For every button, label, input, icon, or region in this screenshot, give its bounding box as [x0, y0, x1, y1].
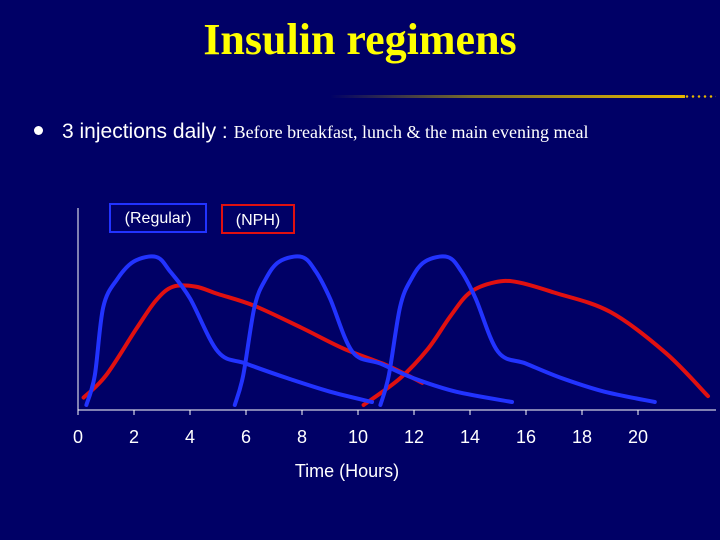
x-axis-title: Time (Hours): [295, 461, 399, 481]
x-tick-label: 4: [185, 427, 195, 447]
x-tick-label: 8: [297, 427, 307, 447]
legend-box-nph: [221, 204, 295, 234]
bullet-sub-text: Before breakfast, lunch & the main eveni…: [233, 122, 589, 142]
nph-insulin-curve-1: [81, 283, 425, 400]
x-tick-label: 10: [348, 427, 368, 447]
plot-curves: [81, 254, 710, 407]
x-tick-label: 16: [516, 427, 536, 447]
legend-label-nph: (NPH): [236, 212, 280, 229]
title-underline: [330, 95, 685, 98]
regular-insulin-curve-2: [232, 254, 514, 407]
x-tick-label: 14: [460, 427, 480, 447]
x-tick-label: 0: [73, 427, 83, 447]
slide-title: Insulin regimens: [203, 15, 517, 64]
bullet-dot-icon: [34, 126, 43, 136]
bullet-item: 3 injections daily : Before breakfast, l…: [34, 120, 714, 144]
x-tick-label: 12: [404, 427, 424, 447]
legend-label-regular: (Regular): [125, 210, 192, 227]
bullet-main-text: 3 injections daily :: [62, 120, 234, 143]
x-tick-label: 6: [241, 427, 251, 447]
regular-insulin-curve-3: [378, 254, 657, 407]
x-axis-ticks: 0 2 4 6 8 10 12 14 16 18 20: [73, 410, 648, 447]
x-tick-label: 18: [572, 427, 592, 447]
regular-insulin-curve-1: [84, 254, 374, 407]
title-underline-dots: [684, 95, 716, 98]
nph-insulin-curve-2: [361, 278, 710, 407]
x-tick-label: 20: [628, 427, 648, 447]
x-tick-label: 2: [129, 427, 139, 447]
legend-box-regular: [109, 203, 207, 233]
